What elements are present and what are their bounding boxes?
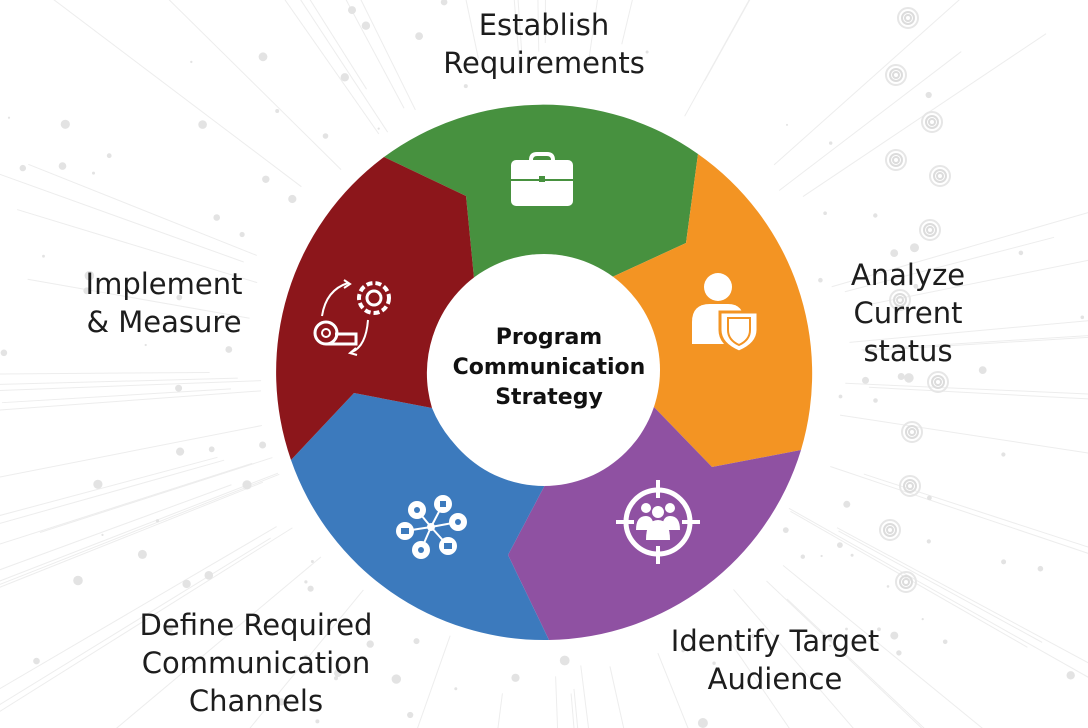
center-title-line-3: Strategy — [495, 385, 603, 410]
gear-measure-icon — [313, 279, 391, 356]
briefcase-icon — [511, 152, 573, 206]
label-establish-requirements: Establish Requirements — [424, 6, 664, 82]
channels-network-icon — [396, 495, 467, 559]
label-line: Audience — [707, 662, 843, 696]
label-implement-measure: Implement & Measure — [64, 265, 264, 341]
center-title-line-1: Program — [495, 325, 603, 350]
label-analyze-current-status: Analyze Current status — [828, 256, 988, 370]
center-title: Program Communication Strategy — [432, 323, 666, 413]
label-line: Analyze — [850, 258, 966, 292]
label-line: & Measure — [86, 305, 242, 339]
label-line: Communication — [141, 646, 371, 680]
label-line: Establish — [478, 8, 610, 42]
label-line: Current — [853, 296, 963, 330]
label-line: status — [863, 334, 953, 368]
segment-implement — [276, 157, 474, 460]
label-line: Define Required — [139, 608, 373, 642]
label-identify-target-audience: Identify Target Audience — [660, 622, 890, 698]
label-line: Identify Target — [670, 624, 880, 658]
center-title-line-2: Communication — [452, 355, 646, 380]
label-define-channels: Define Required Communication Channels — [118, 606, 394, 720]
label-line: Implement — [85, 267, 243, 301]
center-circle — [428, 254, 660, 486]
label-line: Channels — [188, 684, 324, 718]
person-shield-icon — [692, 273, 760, 354]
label-line: Requirements — [443, 46, 645, 80]
target-audience-icon — [616, 480, 700, 564]
